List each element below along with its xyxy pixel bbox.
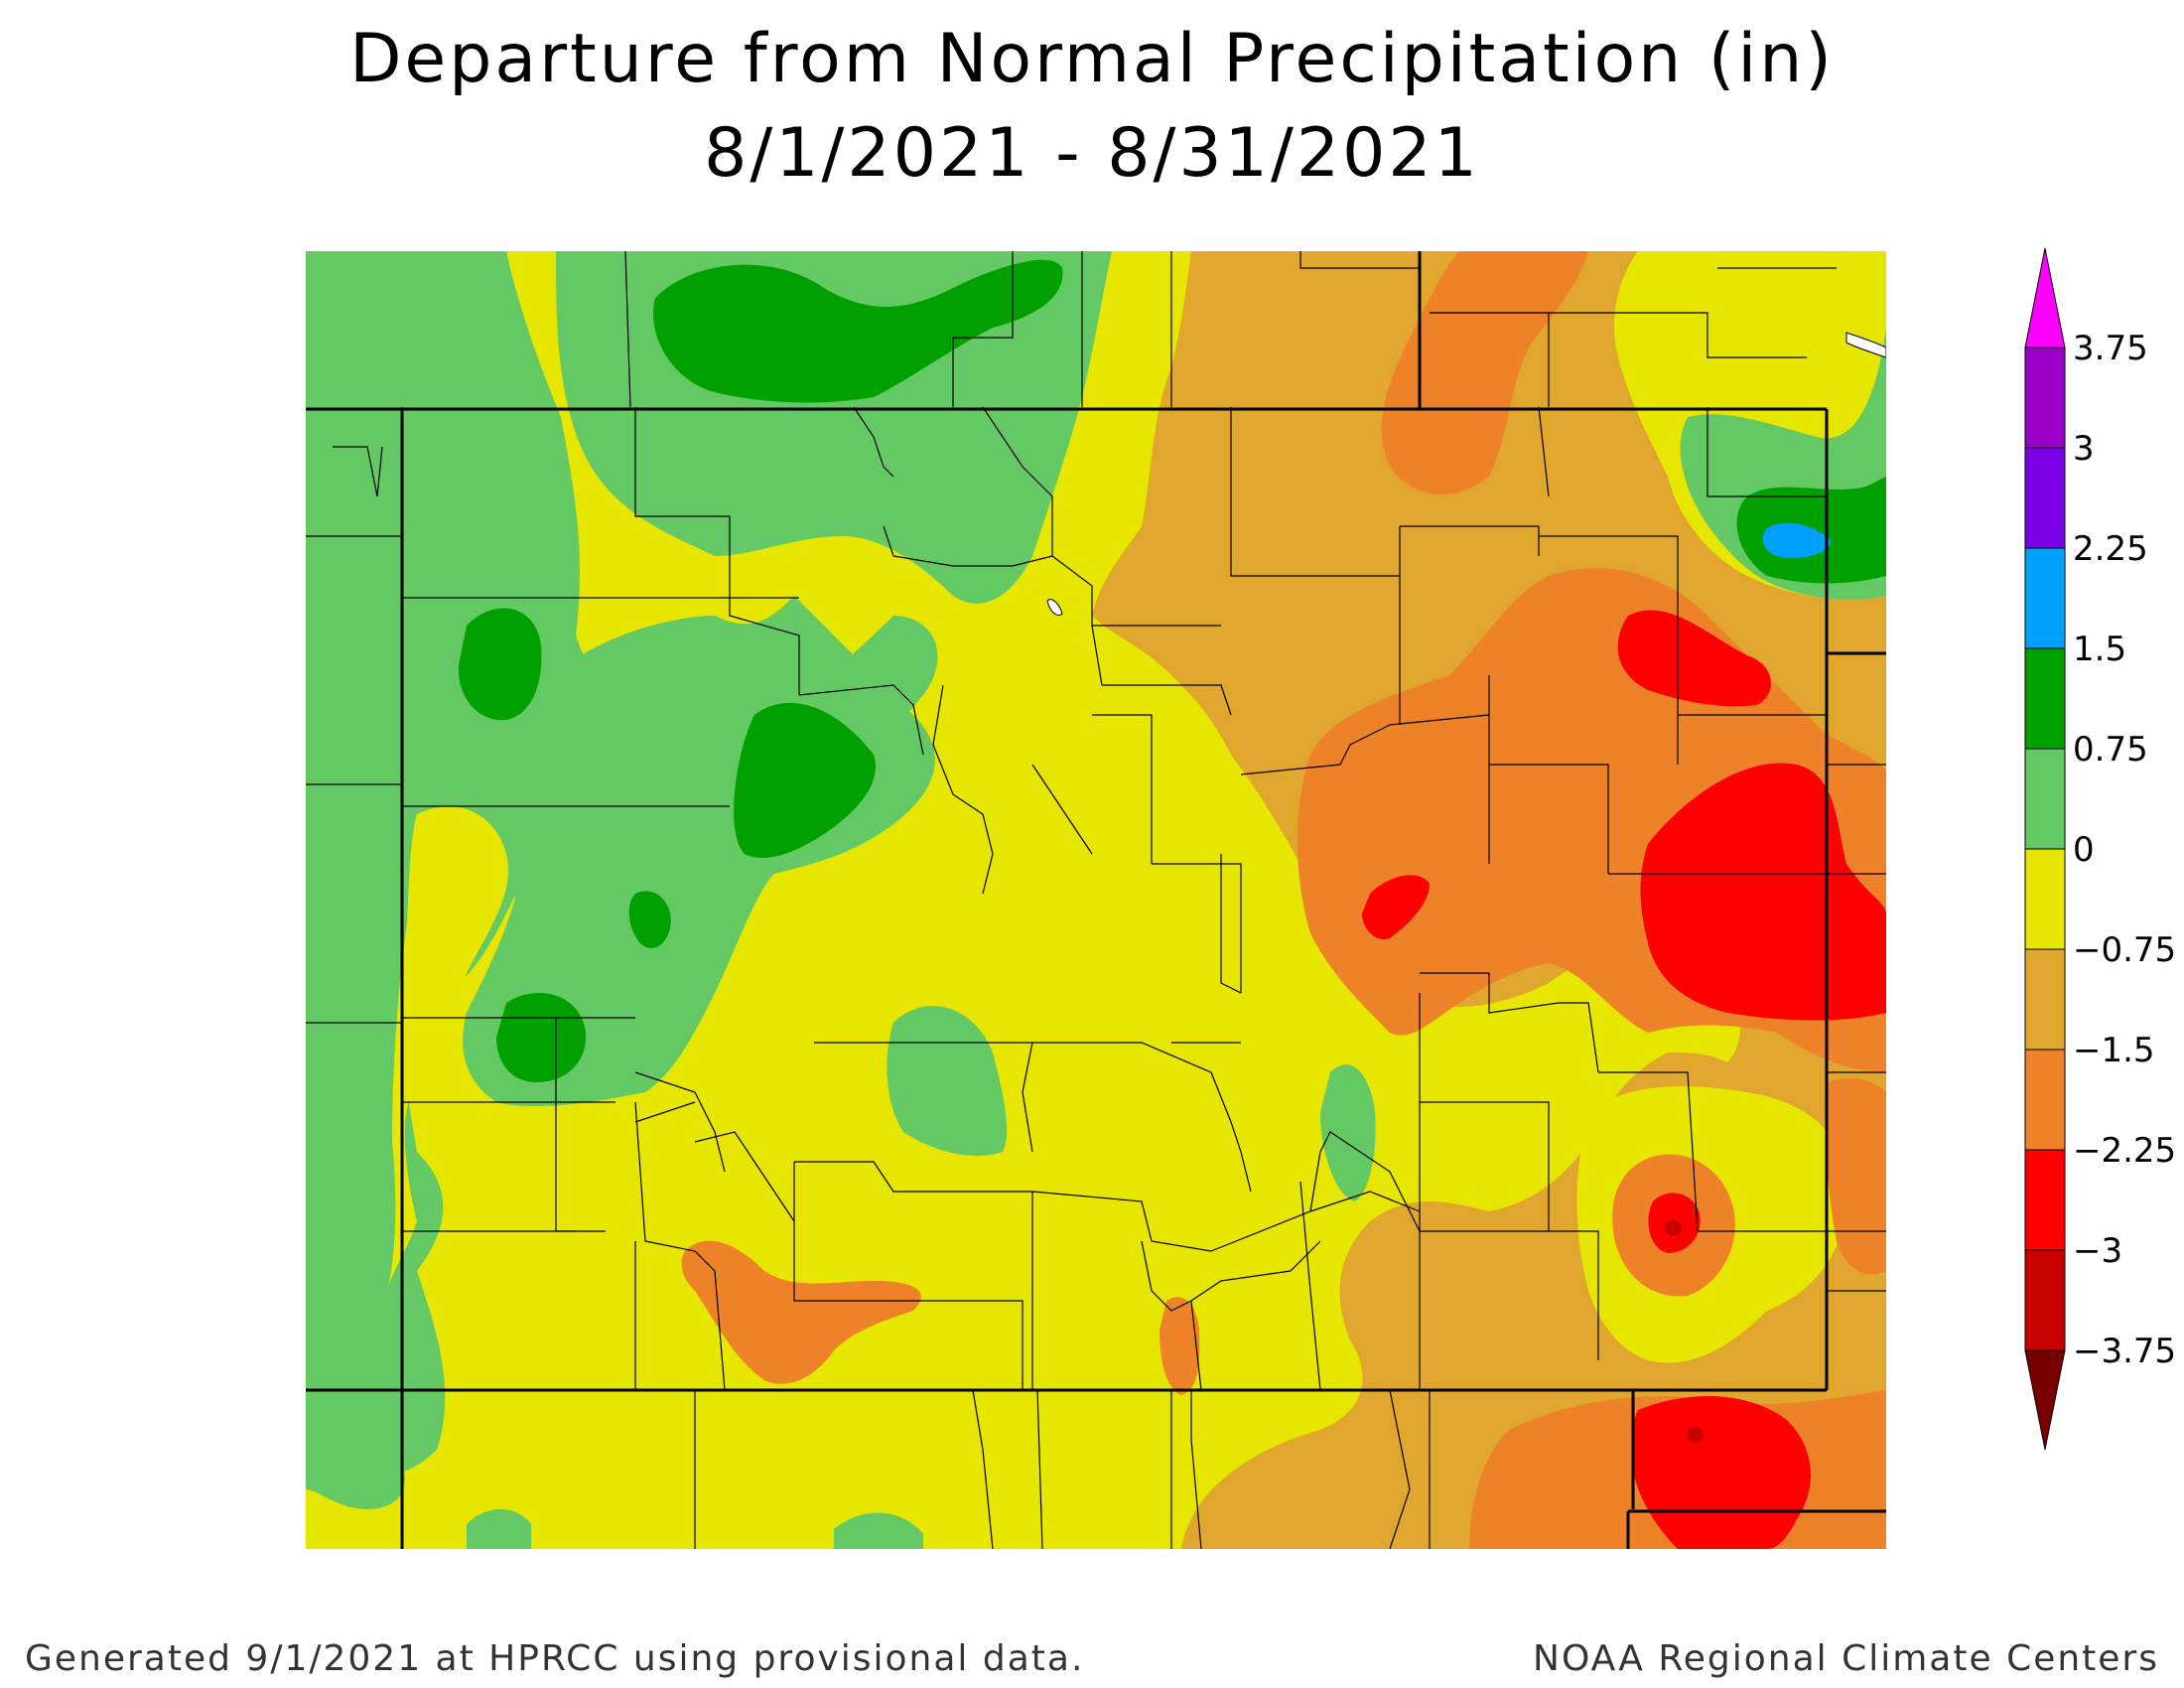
legend-label: −1.5 (2073, 1031, 2155, 1070)
legend-swatch-1.5-to-2.25 (2024, 547, 2066, 649)
legend-swatch-neg1.5-to-neg0.75 (2024, 948, 2066, 1051)
precipitation-departure-map (306, 251, 1886, 1549)
central-east-red-spot (1362, 875, 1430, 939)
legend-label: 0.75 (2073, 730, 2148, 770)
legend-label: 0 (2073, 830, 2095, 870)
legend-swatch-neg3.75-to-neg3 (2024, 1249, 2066, 1351)
legend-swatch-3-to-3.75 (2024, 347, 2066, 449)
lake-northeast (1845, 332, 1886, 358)
legend-label: −3 (2073, 1231, 2122, 1271)
west-green-region (306, 251, 938, 1477)
map-title: Departure from Normal Precipitation (in) (349, 20, 1835, 98)
east-orange-region (1381, 251, 1588, 495)
southwest-orange-patch (681, 1240, 921, 1384)
northwest-dark-green-blob (458, 608, 542, 721)
legend-label: 1.5 (2073, 630, 2126, 669)
central-dark-green-blob (734, 702, 876, 858)
central-south-green-patch (887, 1006, 1008, 1156)
map-date-range: 8/1/2021 - 8/31/2021 (704, 114, 1480, 193)
east-green-patch-a (1320, 1064, 1376, 1201)
south-corner-red-core (1631, 1396, 1811, 1549)
south-green-patch-a (467, 1509, 531, 1549)
south-green-patch-b (834, 1512, 923, 1549)
east-edge-orange (1826, 1077, 1886, 1275)
legend-color-bar (2024, 247, 2066, 1451)
legend-swatch-2.25-to-3 (2024, 447, 2066, 549)
southwest-green-patch (306, 1397, 406, 1509)
source-credit: NOAA Regional Climate Centers (1533, 1638, 2159, 1679)
southeast-dark-red-spot (1666, 1219, 1682, 1237)
legend-arrow-bottom (2024, 1349, 2066, 1451)
south-orange-patch (1160, 1297, 1200, 1395)
state-boundaries (306, 251, 1886, 1549)
west-yellow-strip (387, 806, 508, 1291)
south-corner-dark-red-spot (1688, 1426, 1704, 1444)
lake-north-central (1046, 599, 1063, 616)
legend-arrow-top (2024, 247, 2066, 349)
legend-label: −2.25 (2073, 1131, 2176, 1171)
legend-label: 3.75 (2073, 329, 2148, 368)
legend-label: −3.75 (2073, 1332, 2176, 1371)
legend-label: −0.75 (2073, 930, 2176, 970)
legend-label: 2.25 (2073, 529, 2148, 569)
northeast-blue-spot (1762, 522, 1832, 558)
northeast-red-core (1617, 610, 1771, 707)
county-boundaries (306, 251, 1886, 1549)
legend-swatch-neg3-to-neg2.25 (2024, 1149, 2066, 1251)
legend-label: 3 (2073, 429, 2095, 469)
legend-swatch-0.75-to-1.5 (2024, 647, 2066, 750)
legend-swatch-neg2.25-to-neg1.5 (2024, 1049, 2066, 1151)
west-dark-green-blob (496, 993, 587, 1082)
legend-swatch-0-to-0.75 (2024, 748, 2066, 850)
color-scale-legend: 3.75 3 2.25 1.5 0.75 0 −0.75 −1.5 −2.25 … (2024, 247, 2176, 1451)
legend-swatch-neg0.75-to-0 (2024, 848, 2066, 950)
north-dark-green-core (653, 259, 1063, 403)
west-dark-green-spot (628, 891, 671, 948)
east-red-core (1640, 763, 1886, 1021)
generated-note: Generated 9/1/2021 at HPRCC using provis… (25, 1638, 1085, 1679)
